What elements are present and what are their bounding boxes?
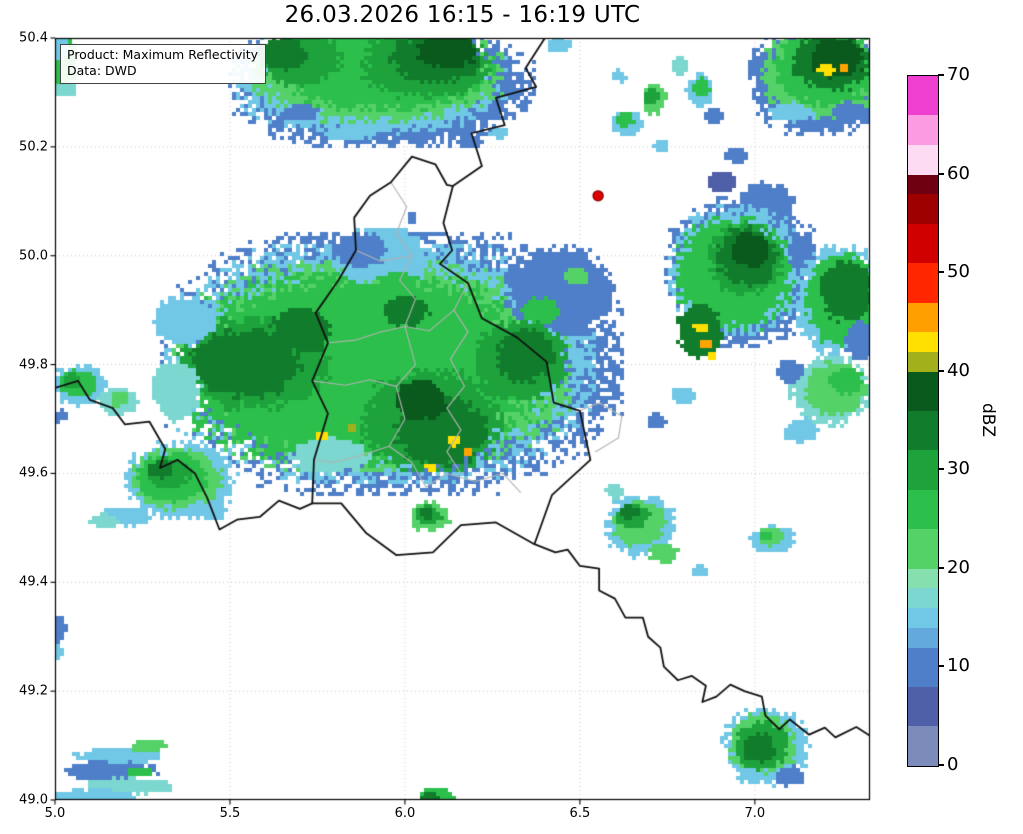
colorbar-segment xyxy=(908,686,938,727)
colorbar-tick-mark xyxy=(938,369,944,372)
colorbar-segment xyxy=(908,726,938,766)
x-tick-label: 5.0 xyxy=(44,806,66,821)
x-tick-label: 6.5 xyxy=(569,806,591,821)
colorbar-segment xyxy=(908,529,938,569)
colorbar-tick-label: 20 xyxy=(947,556,970,578)
colorbar-tick-mark xyxy=(938,172,944,175)
colorbar-segment xyxy=(908,568,938,589)
colorbar-segment xyxy=(908,627,938,648)
colorbar-tick-label: 70 xyxy=(947,64,970,86)
y-tick-label: 49.6 xyxy=(19,465,48,481)
x-tick-label: 5.5 xyxy=(219,806,241,821)
colorbar-tick-label: 50 xyxy=(947,261,970,283)
colorbar-segment xyxy=(908,371,938,412)
colorbar-segment xyxy=(908,76,938,116)
colorbar-tick-label: 10 xyxy=(947,655,970,677)
colorbar-tick-label: 60 xyxy=(947,162,970,184)
colorbar-segment xyxy=(908,608,938,628)
colorbar-tick-mark xyxy=(938,74,944,76)
colorbar-tick-label: 40 xyxy=(947,359,970,381)
y-tick-label: 49.8 xyxy=(19,357,48,373)
colorbar-segment xyxy=(908,194,938,224)
colorbar-tick-mark xyxy=(938,468,944,471)
y-tick-label: 49.4 xyxy=(19,574,48,590)
info-box: Product: Maximum Reflectivity Data: DWD xyxy=(60,44,267,84)
colorbar-tick-label: 0 xyxy=(947,754,959,776)
colorbar-tick-label: 30 xyxy=(947,458,970,480)
colorbar-segment xyxy=(908,223,938,264)
colorbar-segment xyxy=(908,144,938,175)
colorbar-segment xyxy=(908,588,938,609)
colorbar-segment xyxy=(908,351,938,372)
colorbar-segment xyxy=(908,174,938,195)
plot-title: 26.03.2026 16:15 - 16:19 UTC xyxy=(284,2,641,28)
colorbar-segment xyxy=(908,411,938,451)
y-tick-label: 49.0 xyxy=(19,792,48,808)
info-product-line: Product: Maximum Reflectivity xyxy=(67,47,259,62)
colorbar-segment xyxy=(908,302,938,333)
x-tick-label: 6.0 xyxy=(394,806,416,821)
y-tick-label: 49.2 xyxy=(19,683,48,699)
info-data-line: Data: DWD xyxy=(67,63,137,79)
colorbar-tick-mark xyxy=(938,271,944,274)
y-tick-label: 50.2 xyxy=(19,139,48,155)
y-tick-label: 50.0 xyxy=(19,248,48,264)
colorbar-tick-mark xyxy=(938,665,944,668)
colorbar-segment xyxy=(908,647,938,687)
x-tick-label: 7.0 xyxy=(744,806,766,821)
colorbar-segment xyxy=(908,263,938,303)
colorbar-tick-mark xyxy=(938,764,944,766)
colorbar-segment xyxy=(908,115,938,145)
colorbar-segment xyxy=(908,450,938,490)
y-tick-label: 50.4 xyxy=(19,30,48,46)
colorbar-axis-label: dBZ xyxy=(978,402,998,438)
colorbar-segment xyxy=(908,332,938,352)
colorbar-segment xyxy=(908,489,938,530)
colorbar xyxy=(907,75,939,767)
colorbar-tick-mark xyxy=(938,566,944,569)
